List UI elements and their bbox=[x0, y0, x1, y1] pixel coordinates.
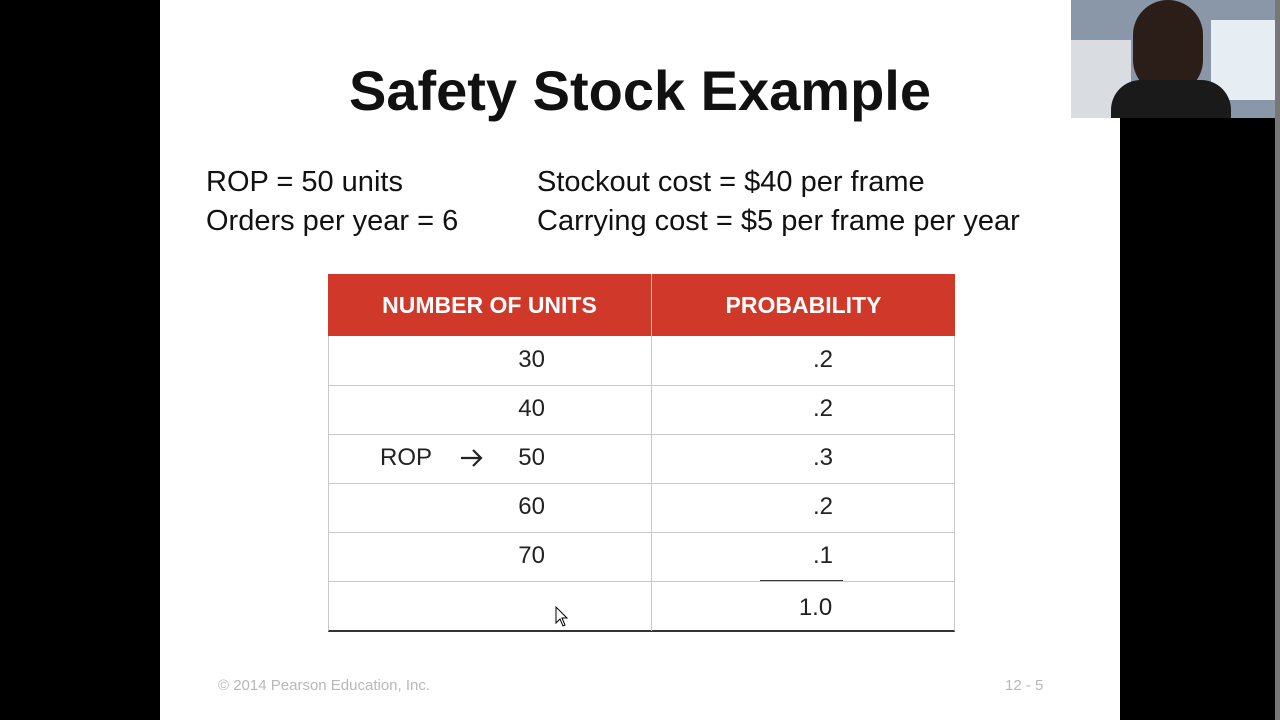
background bbox=[1211, 20, 1275, 100]
arrow bbox=[461, 449, 483, 467]
sum-line bbox=[760, 580, 843, 581]
probability: .2 bbox=[812, 395, 833, 422]
units: 40 bbox=[518, 395, 545, 422]
footer: © 2014 Pearson Education, Inc. bbox=[218, 677, 431, 694]
units: 30 bbox=[518, 346, 545, 373]
total: 1.0 bbox=[798, 594, 833, 621]
row-line bbox=[328, 385, 955, 386]
fact: Carrying cost = $5 per frame per year bbox=[537, 205, 1020, 237]
probability: .1 bbox=[812, 542, 833, 569]
row-line bbox=[328, 483, 955, 484]
slide-title: Safety Stock Example bbox=[348, 59, 932, 122]
probability: .3 bbox=[812, 444, 833, 471]
row-line bbox=[328, 434, 955, 435]
person bbox=[1133, 0, 1203, 95]
units: 60 bbox=[518, 493, 545, 520]
cursor bbox=[555, 606, 569, 627]
fact: Orders per year = 6 bbox=[206, 205, 459, 237]
column-divider bbox=[651, 274, 652, 631]
rop-label: ROP bbox=[380, 444, 433, 471]
probability: .2 bbox=[812, 346, 833, 373]
edge bbox=[1275, 0, 1280, 720]
row-line bbox=[328, 532, 955, 533]
fact: ROP = 50 units bbox=[206, 166, 403, 198]
header-cell: PROBABILITY bbox=[652, 274, 955, 336]
page-number: 12 - 5 bbox=[1005, 677, 1044, 694]
fact: Stockout cost = $40 per frame bbox=[537, 166, 925, 198]
row-line bbox=[328, 581, 955, 582]
person bbox=[1111, 80, 1231, 118]
webcam bbox=[1071, 0, 1275, 118]
units: 70 bbox=[518, 542, 545, 569]
probability: .2 bbox=[812, 493, 833, 520]
slide bbox=[160, 0, 1120, 720]
header-cell: NUMBER OF UNITS bbox=[328, 274, 651, 336]
units: 50 bbox=[518, 444, 545, 471]
table: NUMBER OF UNITS PROBABILITY 1.0 30 .2 40 .2… bbox=[328, 274, 955, 632]
